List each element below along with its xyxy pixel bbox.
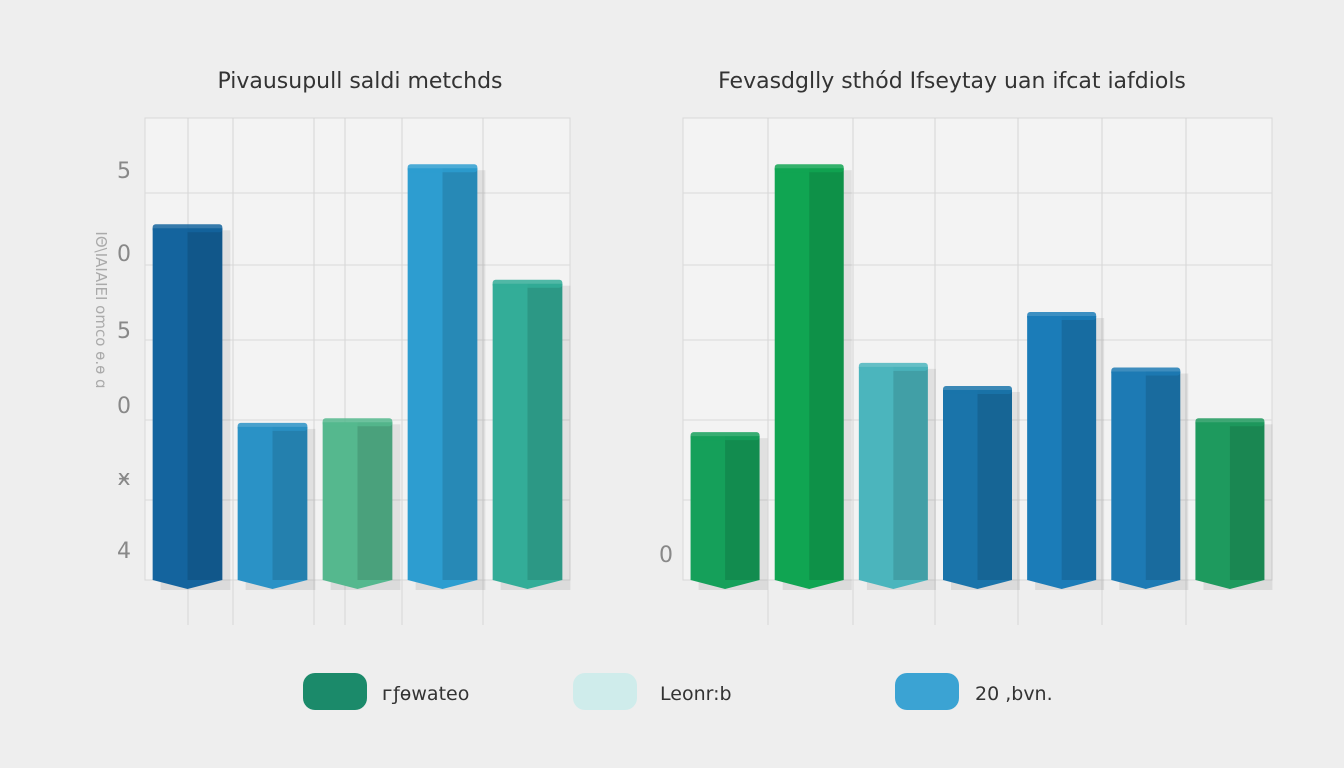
bar-top (492, 279, 563, 288)
bar-side-shade (725, 436, 760, 580)
legend-label: Leonr:b (660, 683, 732, 705)
legend-swatch (573, 673, 637, 710)
left-y-tick: 5 (117, 159, 131, 184)
left-y-tick: 4 (117, 539, 131, 564)
left-y-tick: 5 (117, 319, 131, 344)
bar (858, 366, 928, 589)
bar (1027, 316, 1097, 589)
bar-side-shade (977, 389, 1012, 580)
bar-top (237, 422, 308, 431)
bar (152, 228, 223, 589)
bar (690, 436, 760, 589)
bar-top (407, 164, 478, 173)
bar (1195, 422, 1265, 589)
bar-top (858, 362, 928, 371)
bar-side-shade (527, 283, 563, 580)
bar (1111, 371, 1181, 589)
bar-top (943, 385, 1012, 394)
bar-side-shade (1061, 316, 1097, 580)
bar-side-shade (809, 168, 844, 580)
left-chart-title: Pivausupull saldi metchds (217, 69, 502, 94)
bar-top (322, 418, 393, 427)
left-y-tick: 0 (117, 242, 131, 267)
bar-side-shade (272, 426, 308, 580)
bar-side-shade (442, 168, 478, 580)
legend-swatch (303, 673, 367, 710)
bar-top (774, 164, 844, 173)
bar-side-shade (1145, 371, 1181, 580)
left-y-tick: 0 (117, 394, 131, 419)
left-y-tick: ӿ (117, 466, 130, 491)
right-y-tick: 0 (659, 543, 673, 568)
legend-swatch (895, 673, 959, 710)
bar-side-shade (357, 422, 393, 580)
legend-label: 20 ,bvn. (975, 683, 1053, 705)
bar-top (690, 432, 760, 441)
bar (774, 168, 844, 589)
bar-top (1111, 367, 1181, 376)
bar (492, 283, 563, 589)
bar-side-shade (893, 366, 928, 580)
bar-top (152, 224, 223, 233)
bar (407, 168, 478, 589)
left-y-axis-label: IΘ\IAIAIEI omco ɵ.ɵ ɑ (92, 231, 110, 388)
bar (943, 389, 1012, 589)
bar (237, 426, 308, 589)
bar (322, 422, 393, 589)
bar-top (1027, 312, 1097, 321)
legend-label: ᴦƒɵwateo (382, 683, 469, 705)
bar-side-shade (1229, 422, 1265, 580)
bar-top (1195, 418, 1265, 427)
right-chart-title: Fevasdglly sthód Ifseytay uan ifcat iafd… (718, 69, 1186, 94)
bar-side-shade (187, 228, 223, 580)
